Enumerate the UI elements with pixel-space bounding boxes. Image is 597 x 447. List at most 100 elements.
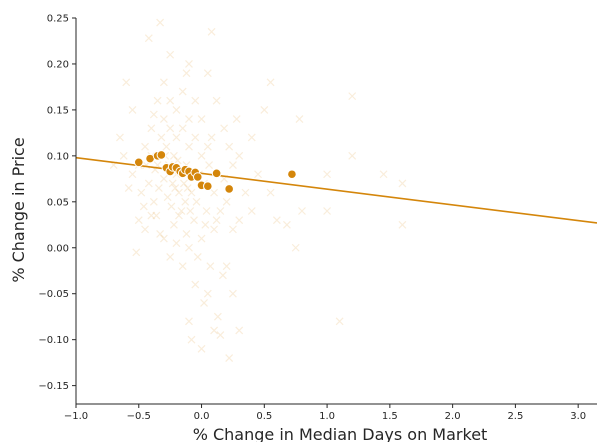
scatter-x-point xyxy=(172,105,181,114)
scatter-x-point xyxy=(197,234,206,243)
scatter-x-point xyxy=(172,133,181,142)
scatter-x-point xyxy=(149,197,158,206)
scatter-x-point xyxy=(185,142,193,151)
scatter-x-point xyxy=(191,133,200,142)
x-tick-label: 2.5 xyxy=(507,411,523,422)
scatter-x-point xyxy=(323,207,332,215)
scatter-x-point xyxy=(175,211,183,220)
scatter-x-point xyxy=(182,69,191,78)
scatter-x-point xyxy=(182,230,191,238)
y-tick-label: 0.25 xyxy=(47,14,69,25)
y-tick-label: −0.05 xyxy=(38,289,69,300)
y-tick-label: −0.10 xyxy=(38,335,69,346)
highlight-point xyxy=(287,169,297,180)
scatter-x-point xyxy=(172,239,181,248)
scatter-x-point xyxy=(166,96,175,105)
scatter-x-point xyxy=(232,115,241,124)
scatter-x-point xyxy=(247,133,256,142)
scatter-x-point xyxy=(323,170,332,179)
scatter-x-point xyxy=(166,124,175,133)
y-axis-label: % Change in Price xyxy=(9,137,28,282)
y-tick-label: −0.15 xyxy=(38,381,69,392)
scatter-x-point xyxy=(154,184,163,192)
scatter-x-point xyxy=(218,271,227,280)
scatter-x-point xyxy=(181,197,190,206)
x-tick-label: −1.0 xyxy=(64,411,88,422)
scatter-x-point xyxy=(186,207,195,215)
scatter-x-point xyxy=(192,197,201,206)
scatter-x-point xyxy=(210,225,219,234)
scatter-x-point xyxy=(197,344,206,353)
scatter-x-point xyxy=(152,211,161,220)
y-tick-label: 0.10 xyxy=(47,151,69,162)
scatter-x-point xyxy=(222,262,231,271)
scatter-x-point xyxy=(175,188,183,197)
x-tick-label: 3.0 xyxy=(570,411,586,422)
scatter-x-point xyxy=(207,27,216,36)
scatter-x-point xyxy=(171,184,180,192)
scatter-x-point xyxy=(398,220,407,229)
scatter-x-point xyxy=(144,34,153,43)
scatter-x-point xyxy=(235,216,244,225)
scatter-x-point xyxy=(335,317,344,326)
scatter-x-point xyxy=(177,207,186,215)
scatter-x-point xyxy=(159,174,168,183)
scatter-x-point xyxy=(178,262,187,271)
scatter-x-point xyxy=(203,142,212,151)
scatter-x-point xyxy=(128,170,137,179)
scatter-x-point xyxy=(190,216,198,225)
scatter-x-point xyxy=(216,331,225,339)
scatter-x-point xyxy=(185,60,193,68)
scatter-x-point xyxy=(124,184,133,192)
scatter-x-point xyxy=(119,151,128,160)
scatter-x-point xyxy=(254,170,262,179)
scatter-x-point xyxy=(157,133,166,142)
axes: −1.0 −0.5 0.0 0.5 1.0 1.5 2.0 2.5 3.0 −0.15 −0.10 −… xyxy=(38,14,597,422)
scatter-x-point xyxy=(241,188,250,197)
scatter-x-point xyxy=(235,326,244,335)
scatter-x-point xyxy=(197,115,206,124)
scatter-x-point xyxy=(202,207,211,215)
highlight-point-series xyxy=(133,150,297,194)
scatter-x-point xyxy=(216,207,225,215)
background-scatter-series xyxy=(109,18,407,362)
scatter-x-point xyxy=(348,92,357,101)
scatter-x-point xyxy=(225,354,234,362)
scatter-x-point xyxy=(156,230,165,238)
scatter-x-point xyxy=(187,335,196,344)
scatter-x-point xyxy=(205,161,213,169)
y-tick-label: 0.20 xyxy=(47,59,69,70)
highlight-point xyxy=(192,172,203,182)
scatter-x-point xyxy=(229,289,237,298)
highlight-point xyxy=(156,150,167,160)
scatter-x-point xyxy=(147,124,156,133)
scatter-x-point xyxy=(348,151,357,160)
scatter-x-point xyxy=(235,151,244,160)
scatter-x-point xyxy=(206,262,215,271)
highlight-point xyxy=(133,157,144,168)
scatter-x-point xyxy=(163,193,172,202)
scatter-x-point xyxy=(210,326,219,335)
scatter-x-point xyxy=(185,115,193,124)
scatter-x-point xyxy=(295,115,304,124)
scatter-x-point xyxy=(207,133,216,142)
x-tick-label: 1.5 xyxy=(382,411,398,422)
highlight-point xyxy=(203,181,213,191)
x-axis-label: % Change in Median Days on Market xyxy=(193,425,488,442)
scatter-x-point xyxy=(193,253,202,261)
scatter-x-point xyxy=(144,179,153,188)
scatter-x-point xyxy=(122,78,131,87)
scatter-x-point xyxy=(247,207,256,215)
x-tick-label: 0.5 xyxy=(256,411,272,422)
scatter-x-point xyxy=(203,69,212,78)
scatter-x-point xyxy=(166,50,175,59)
highlight-point xyxy=(224,184,234,194)
scatter-x-point xyxy=(229,225,237,234)
scatter-x-point xyxy=(169,220,178,229)
y-tick-label: 0.15 xyxy=(47,105,69,116)
scatter-x-point xyxy=(222,197,231,206)
scatter-x-point xyxy=(260,105,269,114)
scatter-x-point xyxy=(166,253,175,261)
scatter-x-point xyxy=(398,179,407,188)
